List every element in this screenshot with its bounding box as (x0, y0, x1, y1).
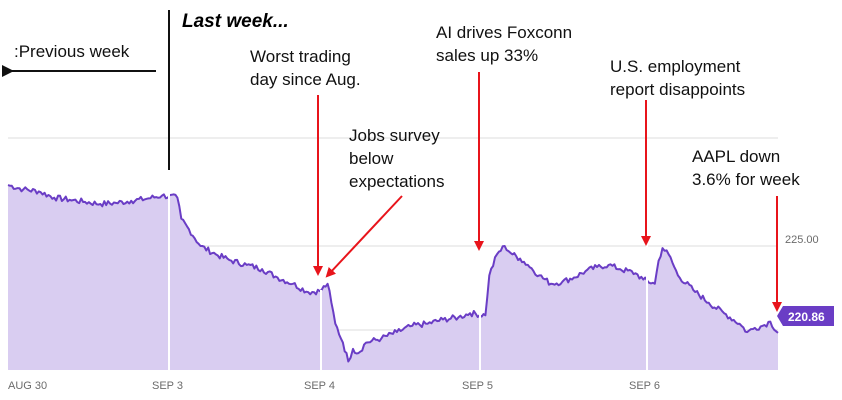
previous-week-label: :Previous week (14, 42, 130, 61)
day-separators (168, 170, 648, 370)
annotation-line: AI drives Foxconn (436, 23, 572, 42)
x-tick-label: SEP 3 (152, 380, 183, 392)
x-tick-label: SEP 6 (629, 380, 660, 392)
price-series (7, 184, 779, 370)
annotation-line: below (349, 149, 394, 168)
annotation-arrows (313, 72, 782, 312)
arrow-jobs-survey (325, 195, 403, 278)
annotation-line: 3.6% for week (692, 170, 800, 189)
y-tick-label: 225.00 (785, 234, 819, 246)
annotation-line: AAPL down (692, 147, 780, 166)
last-price-box (777, 306, 834, 326)
annotation-jobs-survey: Jobs survey below expectations (349, 126, 444, 191)
price-area (8, 185, 778, 370)
annotation-employment-report: U.S. employment report disappoints (610, 57, 745, 99)
annotation-line: report disappoints (610, 80, 745, 99)
x-axis: AUG 30 SEP 3 SEP 4 SEP 5 SEP 6 (8, 380, 660, 392)
annotation-aapl-down: AAPL down 3.6% for week (692, 147, 800, 189)
annotation-line: expectations (349, 172, 444, 191)
annotation-worst-trading-day: Worst trading day since Aug. (250, 47, 361, 89)
x-tick-label: SEP 5 (462, 380, 493, 392)
annotation-line: Worst trading (250, 47, 351, 66)
annotation-line: day since Aug. (250, 70, 361, 89)
x-tick-label: AUG 30 (8, 380, 47, 392)
x-tick-label: SEP 4 (304, 380, 335, 392)
annotation-line: sales up 33% (436, 46, 538, 65)
annotation-line: Jobs survey (349, 126, 440, 145)
annotation-foxconn: AI drives Foxconn sales up 33% (436, 23, 577, 65)
annotation-line: U.S. employment (610, 57, 741, 76)
chart-title: Last week... (182, 11, 289, 32)
last-price-value: 220.86 (788, 310, 825, 324)
last-price-badge: 220.86 (777, 306, 834, 326)
price-line (7, 184, 779, 363)
